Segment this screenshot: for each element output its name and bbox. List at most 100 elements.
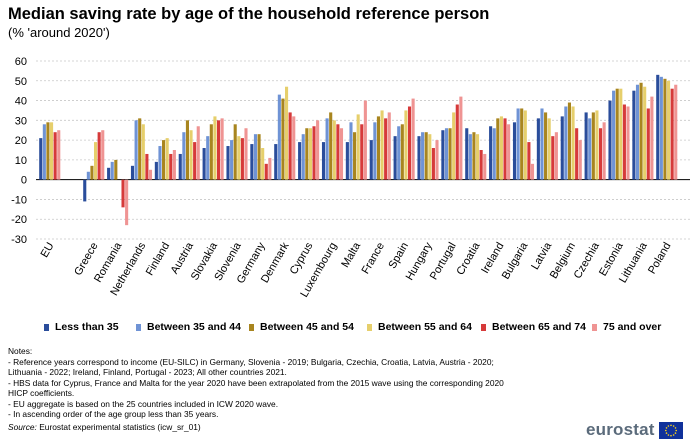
x-tick-label: Latvia [529,240,555,272]
legend-label: Between 55 and 64 [378,321,472,333]
bar [165,138,169,180]
bar [380,110,384,180]
bar [154,161,158,180]
bar [298,142,302,180]
x-tick-label: France [360,241,388,277]
bar [230,140,234,180]
bar [602,122,606,180]
bar [316,120,320,180]
bar [145,153,149,180]
bar [428,134,432,180]
bar [226,146,230,180]
bar [46,122,50,180]
bar [339,128,344,180]
bar [172,150,176,180]
bar [387,112,391,180]
bar [353,132,357,180]
flag-star [669,434,672,436]
bar [397,126,401,180]
bar [285,86,289,180]
bar [499,116,503,180]
logo-text: eurostat [586,420,655,439]
legend-swatch [367,323,372,331]
bar [363,100,367,180]
bar [86,171,90,180]
y-tick-label: 50 [15,76,27,88]
bar [384,118,388,180]
bar [130,165,135,180]
bar [349,122,353,180]
bar [312,126,316,180]
x-tick-label: Malta [339,240,363,270]
y-tick-label: -20 [11,214,27,226]
bar [670,88,674,180]
bar [674,84,678,180]
bar [595,110,599,180]
bar [421,132,425,180]
bar [435,140,439,180]
bar [424,132,428,180]
bar [612,90,616,180]
bar [53,132,57,180]
x-tick-label: Croatia [454,240,483,277]
bar [431,148,435,180]
legend-label: Less than 35 [55,321,119,333]
bar [448,128,452,180]
bar [90,165,94,180]
bar [544,112,548,180]
note-line: - HBS data for Cyprus, France and Malta … [8,377,504,388]
bar [288,112,292,180]
bar [185,120,189,180]
bar [659,76,663,180]
bar [332,120,336,180]
bar [393,136,397,180]
chart-title: Median saving rate by age of the househo… [8,5,490,23]
legend-item: Between 35 and 44 [136,321,241,333]
bar [121,179,125,208]
bar [94,142,98,180]
y-tick-label: 0 [21,175,27,187]
bar [547,118,551,180]
x-tick-label: Finland [144,241,172,278]
bar [527,142,531,180]
bar [261,148,265,180]
bar [220,118,224,180]
bar [520,108,524,180]
bar [472,132,476,180]
bar [540,108,544,180]
bar [301,134,305,180]
legend: Less than 35 Between 35 and 44 Between 45 … [44,321,684,335]
bar [250,144,254,180]
flag-star [667,433,669,436]
y-axis-ticks: 60 50 40 30 20 10 0 -10 -20 -30 [11,56,27,246]
note-line: - In ascending order of the age group le… [8,409,219,419]
x-tick-label: Poland [646,241,674,277]
bar [281,98,285,180]
bar [376,116,380,180]
bar [178,153,182,180]
bar [233,124,237,180]
bar [411,98,415,180]
bar [329,112,333,180]
bar [417,136,421,180]
bar [632,90,636,180]
bar [455,104,459,180]
legend-label: Between 45 and 54 [260,321,354,333]
note-line: - EU aggregate is based on the 25 countr… [8,398,279,409]
x-axis-ticks: EU GreeceRomaniaNetherlandsFinlandAustria… [39,240,674,300]
bar [615,88,619,180]
legend-item: 75 and over [592,321,661,333]
y-tick-label: -10 [11,194,27,206]
bar [42,124,46,180]
flag-star [674,426,676,429]
bar [551,136,555,180]
bar [240,138,244,180]
bar [560,116,564,180]
bar [292,116,296,180]
x-tick-label: Spain [387,241,411,271]
y-tick-label: 40 [15,96,27,108]
bar [598,128,603,180]
bar [622,104,626,180]
bar [169,153,173,180]
eurostat-logo: eurostat [586,420,683,440]
